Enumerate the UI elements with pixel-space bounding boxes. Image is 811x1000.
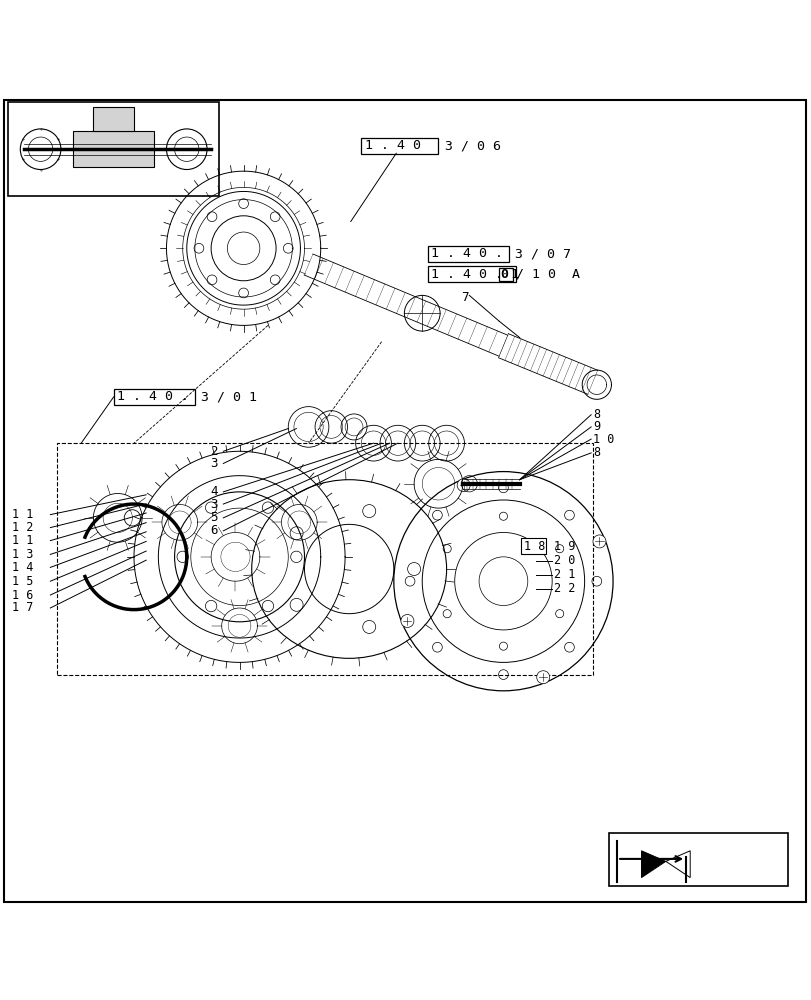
Circle shape — [457, 479, 470, 492]
Text: 7: 7 — [461, 291, 468, 304]
Text: 2: 2 — [210, 445, 217, 458]
Text: 2 2: 2 2 — [553, 582, 574, 595]
Text: 1 0: 1 0 — [592, 433, 613, 446]
Text: 8: 8 — [592, 408, 599, 421]
Text: 1 2: 1 2 — [12, 521, 33, 534]
FancyBboxPatch shape — [608, 833, 787, 886]
Text: 1 6: 1 6 — [12, 589, 33, 602]
Polygon shape — [665, 851, 689, 878]
Bar — [93, 107, 134, 131]
Text: 1 9: 1 9 — [553, 540, 574, 553]
Text: 6: 6 — [210, 524, 217, 537]
Circle shape — [401, 614, 414, 627]
Bar — [73, 131, 154, 167]
FancyBboxPatch shape — [521, 538, 545, 554]
Text: 1 . 4 0: 1 . 4 0 — [365, 139, 421, 152]
FancyBboxPatch shape — [361, 138, 438, 154]
Text: 2 0: 2 0 — [553, 554, 574, 567]
Bar — [8, 102, 219, 196]
Text: 5: 5 — [210, 511, 217, 524]
Text: 1 8: 1 8 — [523, 540, 544, 553]
Text: 1 3: 1 3 — [12, 548, 33, 561]
Text: 1 . 4 0 .: 1 . 4 0 . — [431, 247, 503, 260]
Text: 1 . 4 0 .: 1 . 4 0 . — [117, 390, 189, 403]
Text: 3 / 0 6: 3 / 0 6 — [444, 139, 500, 152]
Text: 1 7: 1 7 — [12, 601, 33, 614]
Text: 2 1: 2 1 — [553, 568, 574, 581]
Text: 1 . 4 0 . 1: 1 . 4 0 . 1 — [431, 268, 518, 281]
Text: 1 1: 1 1 — [12, 534, 33, 547]
Circle shape — [536, 671, 549, 684]
Text: 0: 0 — [500, 268, 508, 281]
FancyBboxPatch shape — [427, 246, 508, 262]
Polygon shape — [641, 851, 665, 878]
Text: 3 / 0 1: 3 / 0 1 — [200, 390, 256, 403]
FancyBboxPatch shape — [498, 268, 513, 281]
FancyBboxPatch shape — [114, 389, 195, 405]
Text: / 1 0  A: / 1 0 A — [516, 268, 580, 281]
Text: 3 / 0 7: 3 / 0 7 — [514, 247, 570, 260]
Text: 8: 8 — [592, 446, 599, 459]
Text: 4: 4 — [210, 485, 217, 498]
Text: 1 4: 1 4 — [12, 561, 33, 574]
Circle shape — [592, 535, 605, 548]
Text: 1 5: 1 5 — [12, 575, 33, 588]
Text: 9: 9 — [592, 420, 599, 433]
Text: 3: 3 — [210, 498, 217, 511]
FancyBboxPatch shape — [427, 266, 515, 282]
Text: 3: 3 — [210, 457, 217, 470]
Text: 1 1: 1 1 — [12, 508, 33, 521]
Bar — [57, 443, 592, 675]
